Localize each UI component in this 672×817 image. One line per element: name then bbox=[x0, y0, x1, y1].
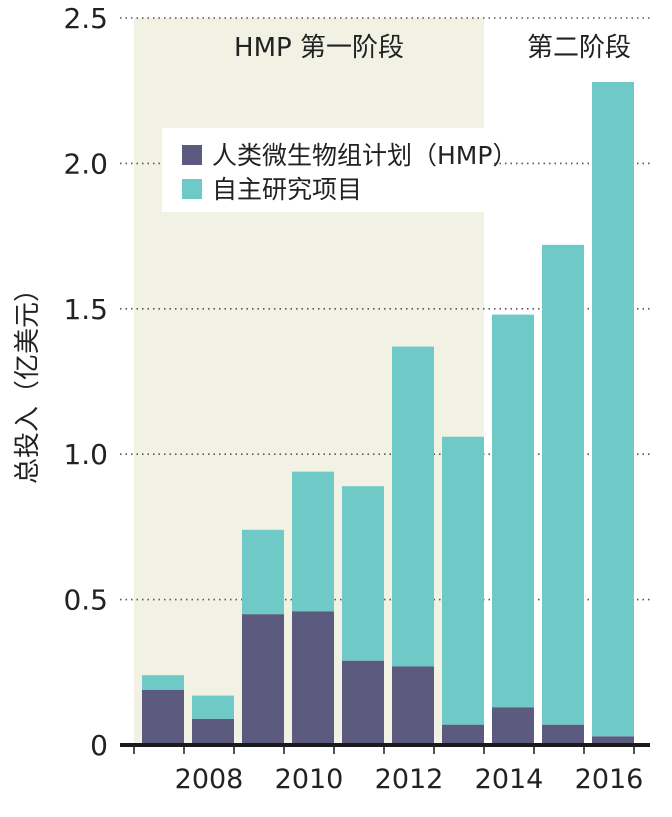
y-tick-label: 2.0 bbox=[63, 147, 108, 180]
bar-2012-series-1[interactable] bbox=[392, 666, 434, 745]
bar-2016-series-2[interactable] bbox=[592, 81, 634, 737]
bar-2015-series-1[interactable] bbox=[542, 724, 584, 745]
x-tick-label: 2012 bbox=[375, 764, 444, 795]
x-tick-label: 2008 bbox=[175, 764, 244, 795]
bar-2012-series-2[interactable] bbox=[392, 346, 434, 667]
bar-2015-series-2[interactable] bbox=[542, 244, 584, 725]
bar-2008-series-2[interactable] bbox=[192, 695, 234, 719]
legend-box bbox=[162, 128, 492, 212]
y-axis-label: 总投入（亿美元） bbox=[13, 276, 43, 484]
y-tick-label: 0.5 bbox=[63, 584, 108, 617]
bar-2011-series-2[interactable] bbox=[342, 486, 384, 661]
legend-swatch-1 bbox=[182, 145, 202, 165]
y-tick-label: 1.0 bbox=[63, 438, 108, 471]
x-tick-label: 2014 bbox=[475, 764, 544, 795]
y-tick-label: 0 bbox=[90, 729, 108, 762]
bar-2010-series-1[interactable] bbox=[292, 611, 334, 745]
bar-2013-series-2[interactable] bbox=[442, 436, 484, 725]
bar-2009-series-2[interactable] bbox=[242, 529, 284, 615]
bar-2007-series-1[interactable] bbox=[142, 689, 184, 745]
phase-label-2: 第二阶段 bbox=[527, 33, 631, 63]
bar-2014-series-2[interactable] bbox=[492, 314, 534, 708]
x-tick-label: 2016 bbox=[575, 764, 644, 795]
y-tick-label: 2.5 bbox=[63, 2, 108, 35]
bar-2016-series-1[interactable] bbox=[592, 736, 634, 745]
phase-label-1: HMP 第一阶段 bbox=[234, 33, 404, 63]
bar-2009-series-1[interactable] bbox=[242, 614, 284, 745]
bar-2013-series-1[interactable] bbox=[442, 724, 484, 745]
legend-label-1: 人类微生物组计划（HMP） bbox=[212, 141, 517, 170]
bar-2010-series-2[interactable] bbox=[292, 471, 334, 612]
x-tick-label: 2010 bbox=[275, 764, 344, 795]
legend-label-2: 自主研究项目 bbox=[212, 175, 362, 204]
bar-2011-series-1[interactable] bbox=[342, 660, 384, 745]
bar-2014-series-1[interactable] bbox=[492, 707, 534, 745]
legend-swatch-2 bbox=[182, 179, 202, 199]
bar-2007-series-2[interactable] bbox=[142, 675, 184, 690]
bar-2008-series-1[interactable] bbox=[192, 718, 234, 745]
y-tick-label: 1.5 bbox=[63, 293, 108, 326]
